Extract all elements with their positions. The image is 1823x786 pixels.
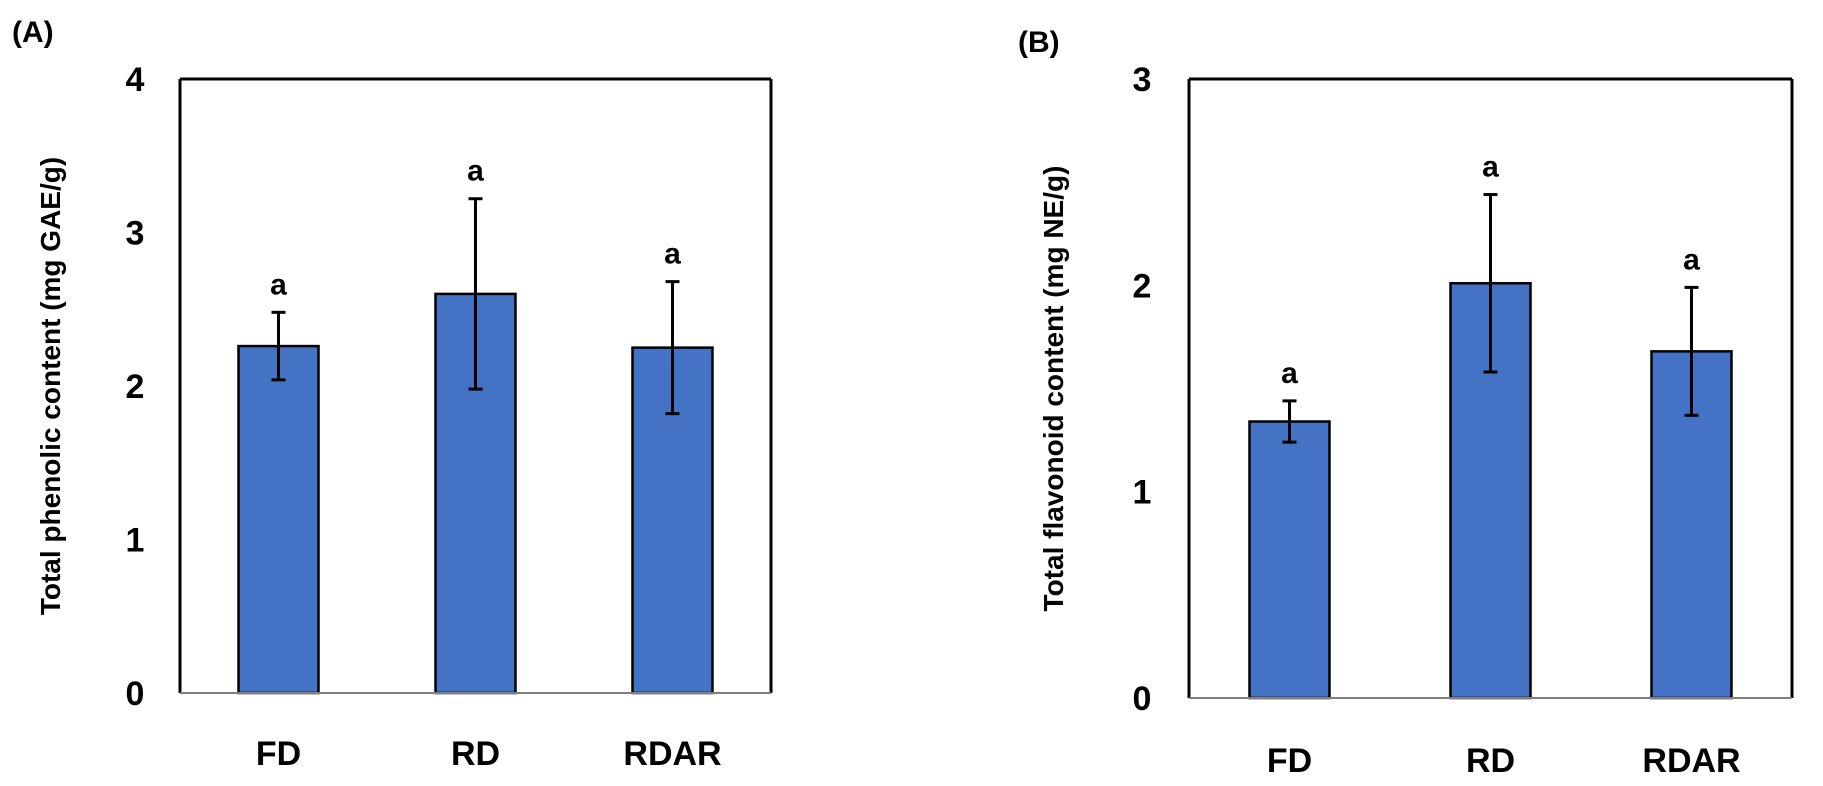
y-tick-label: 3 [126, 215, 145, 253]
y-tick-label: 0 [126, 675, 145, 713]
y-tick-label: 4 [126, 61, 145, 99]
x-tick-label-rd: RD [1466, 742, 1515, 780]
y-tick-label: 2 [1133, 267, 1152, 305]
plot-area-b: 0 1 2 3 Total flavonoid content (mg NE/g) a FD… [1038, 61, 1794, 780]
y-tick-label: 1 [126, 522, 145, 560]
x-tick-label-rd: RD [451, 735, 500, 773]
panel-label-b: (B) [1018, 26, 1060, 59]
x-tick-label-fd: FD [256, 735, 301, 773]
x-tick-label-fd: FD [1267, 742, 1312, 780]
x-tick-label-rdar: RDAR [1642, 742, 1740, 780]
chart-panel-b: (B) 0 1 2 3 Total flavonoid content (mg NE/g… [1018, 26, 1794, 780]
significance-label: a [467, 155, 484, 188]
y-tick-label: 1 [1133, 474, 1152, 512]
bar-fd [1248, 420, 1331, 700]
y-tick-label: 3 [1133, 61, 1152, 99]
significance-label: a [1683, 243, 1700, 276]
y-tick-label: 2 [126, 368, 145, 406]
y-tick-label: 0 [1133, 680, 1152, 718]
significance-label: a [270, 268, 287, 301]
y-axis-title: Total phenolic content (mg GAE/g) [35, 157, 66, 615]
significance-label: a [1482, 151, 1499, 184]
significance-label: a [664, 238, 681, 271]
bar-fd [237, 344, 320, 695]
x-tick-label-rdar: RDAR [623, 735, 721, 773]
plot-area-a: 0 1 2 3 4 Total phenolic content (mg GAE/g) a F… [35, 61, 773, 773]
significance-label: a [1281, 357, 1298, 390]
y-axis-title: Total flavonoid content (mg NE/g) [1038, 166, 1069, 612]
panel-label-a: (A) [12, 16, 54, 49]
chart-panel-a: (A) 0 1 2 3 4 Total phenolic content (mg GAE/… [12, 16, 773, 773]
